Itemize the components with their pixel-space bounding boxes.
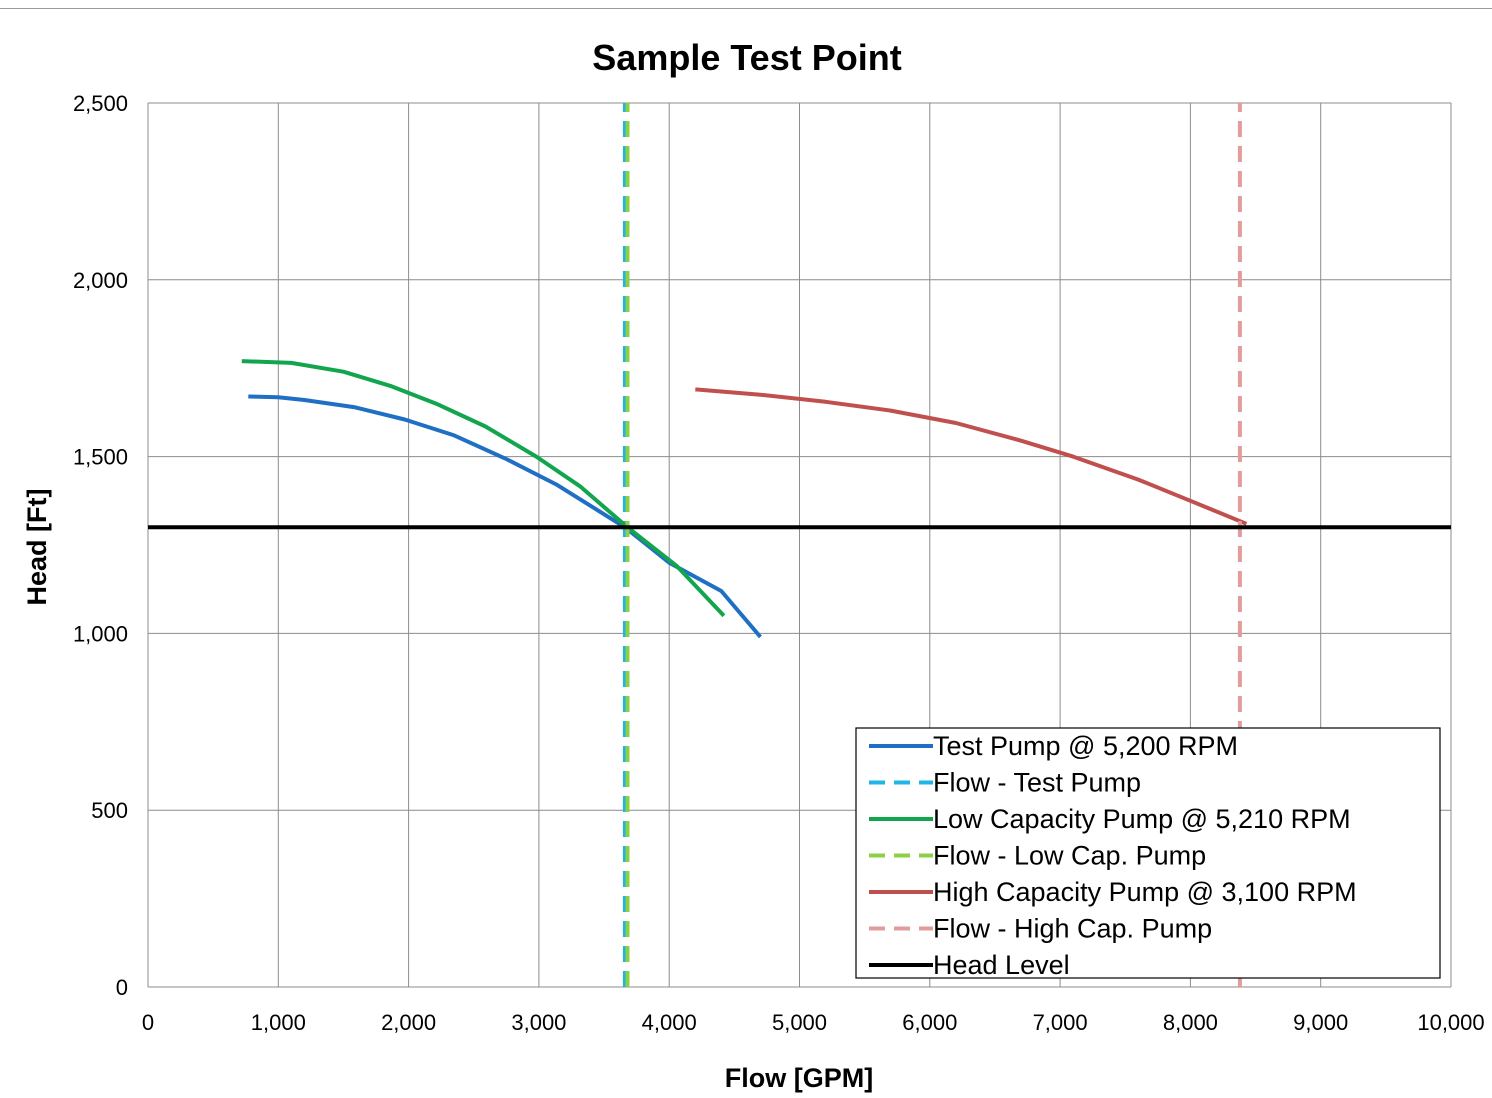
legend-label-test-pump-5-200-rpm: Test Pump @ 5,200 RPM: [933, 731, 1238, 761]
y-axis-title: Head [Ft]: [22, 489, 52, 606]
y-tick-label: 1,000: [73, 621, 128, 646]
legend-label-flow-high-cap-pump: Flow - High Cap. Pump: [933, 914, 1212, 944]
y-tick-label: 2,500: [73, 91, 128, 116]
chart-title: Sample Test Point: [592, 37, 901, 78]
legend-label-head-level: Head Level: [933, 950, 1070, 980]
y-tick-label: 500: [91, 798, 128, 823]
x-tick-label: 9,000: [1293, 1010, 1348, 1035]
y-tick-label: 0: [116, 975, 128, 1000]
series-line-test-pump-5-200-rpm: [248, 394, 762, 639]
x-tick-label: 5,000: [772, 1010, 827, 1035]
legend-label-high-capacity-pump-3-100-rpm: High Capacity Pump @ 3,100 RPM: [933, 877, 1357, 907]
x-tick-label: 2,000: [381, 1010, 436, 1035]
x-tick-label: 10,000: [1417, 1010, 1484, 1035]
x-tick-label: 4,000: [642, 1010, 697, 1035]
x-tick-labels: 0 1,000 2,000 3,000 4,000 5,000 6,000 7,000 8,00…: [142, 1010, 1485, 1035]
x-tick-label: 7,000: [1033, 1010, 1088, 1035]
x-tick-label: 6,000: [902, 1010, 957, 1035]
series-lines: [148, 103, 1451, 987]
x-axis-title: Flow [GPM]: [725, 1063, 873, 1093]
x-tick-label: 0: [142, 1010, 154, 1035]
legend-label-low-capacity-pump-5-210-rpm: Low Capacity Pump @ 5,210 RPM: [933, 804, 1351, 834]
x-tick-label: 1,000: [251, 1010, 306, 1035]
y-tick-label: 1,500: [73, 445, 128, 470]
series-line-low-capacity-pump-5-210-rpm: [241, 359, 726, 618]
series-line-high-capacity-pump-3-100-rpm: [695, 387, 1248, 526]
legend-label-flow-low-cap-pump: Flow - Low Cap. Pump: [933, 841, 1206, 871]
y-tick-labels: 0 500 1,000 1,500 2,000 2,500: [73, 91, 128, 1000]
x-tick-label: 8,000: [1163, 1010, 1218, 1035]
legend-label-flow-test-pump: Flow - Test Pump: [933, 768, 1141, 798]
y-tick-label: 2,000: [73, 268, 128, 293]
top-border-line: [0, 8, 1492, 9]
x-tick-label: 3,000: [511, 1010, 566, 1035]
legend-box: [855, 727, 1441, 979]
legend: Test Pump @ 5,200 RPM Flow - Test Pump Low…: [855, 727, 1441, 980]
